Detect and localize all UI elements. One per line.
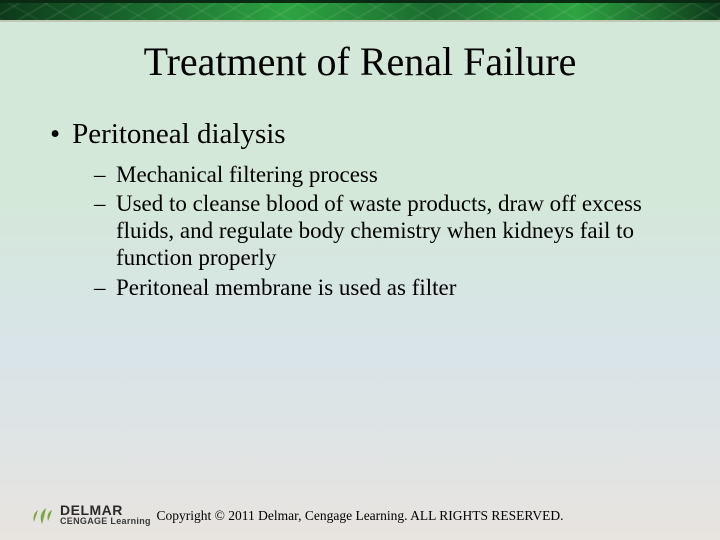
- dash-marker: –: [94, 190, 106, 271]
- copyright-footer: Copyright © 2011 Delmar, Cengage Learnin…: [0, 508, 720, 524]
- sub-bullet-list: – Mechanical filtering process – Used to…: [94, 161, 680, 301]
- content-area: • Peritoneal dialysis – Mechanical filte…: [50, 118, 680, 303]
- header-band: [0, 0, 720, 22]
- dash-marker: –: [94, 161, 106, 188]
- bullet-main: • Peritoneal dialysis: [50, 118, 680, 151]
- bullet-main-text: Peritoneal dialysis: [72, 118, 285, 151]
- list-item: – Mechanical filtering process: [94, 161, 680, 188]
- bullet-marker: •: [50, 118, 60, 151]
- slide-title: Treatment of Renal Failure: [0, 38, 720, 85]
- sub-bullet-text: Peritoneal membrane is used as filter: [116, 274, 680, 301]
- slide: Treatment of Renal Failure • Peritoneal …: [0, 0, 720, 540]
- sub-bullet-text: Used to cleanse blood of waste products,…: [116, 190, 680, 271]
- sub-bullet-text: Mechanical filtering process: [116, 161, 680, 188]
- dash-marker: –: [94, 274, 106, 301]
- list-item: – Used to cleanse blood of waste product…: [94, 190, 680, 271]
- list-item: – Peritoneal membrane is used as filter: [94, 274, 680, 301]
